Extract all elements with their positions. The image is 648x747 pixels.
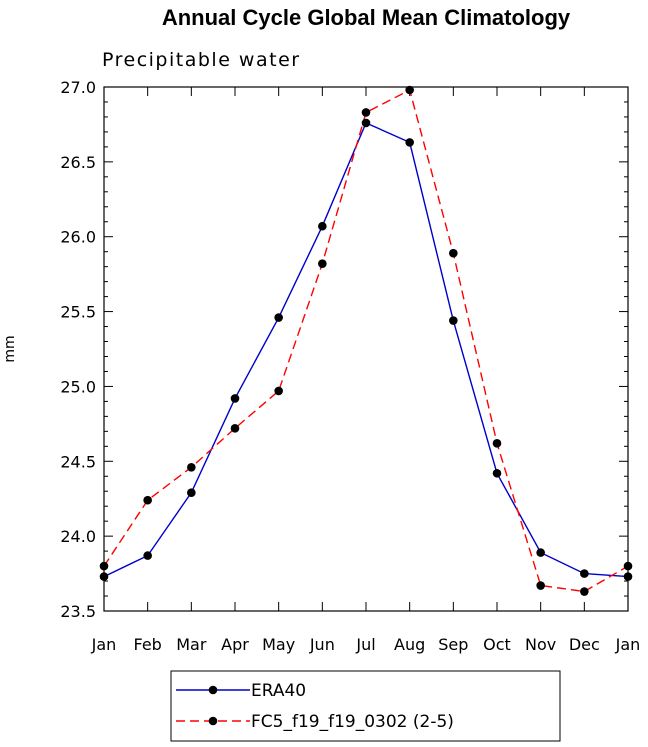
series-lines (103, 88, 629, 593)
y-tick-label: 23.5 (60, 602, 96, 621)
y-tick-label: 24.5 (60, 452, 96, 471)
data-point-1-8 (449, 248, 458, 258)
x-tick-label: Mar (176, 635, 207, 654)
data-point-1-0 (99, 561, 109, 571)
data-point-1-9 (492, 439, 502, 448)
y-tick-label: 25.0 (60, 377, 96, 396)
data-point-1-1 (143, 495, 152, 505)
legend: ERA40 FC5_f19_f19_0302 (2-5) (170, 670, 561, 742)
data-point-0-10 (536, 548, 545, 557)
legend-label-1: FC5_f19_f19_0302 (2-5) (251, 712, 454, 732)
data-point-0-3 (230, 394, 240, 403)
legend-marker-0 (208, 685, 218, 695)
data-point-1-4 (274, 386, 283, 396)
data-point-0-8 (449, 316, 458, 325)
chart-title: Annual Cycle Global Mean Climatology (162, 5, 571, 30)
data-point-0-6 (361, 118, 371, 128)
x-tick-label: Jan (91, 635, 117, 654)
x-tick-label: May (262, 635, 295, 654)
x-tick-label: Feb (134, 635, 162, 654)
data-point-1-6 (361, 108, 371, 117)
data-point-1-3 (230, 424, 240, 433)
x-tick-label: Sep (438, 635, 468, 654)
data-point-0-4 (274, 313, 283, 322)
data-point-0-12 (623, 572, 633, 581)
data-point-1-2 (187, 462, 196, 472)
data-point-1-11 (580, 587, 589, 596)
x-tick-label: Aug (394, 635, 425, 654)
legend-box (170, 670, 561, 742)
data-point-0-11 (580, 569, 589, 578)
axis-ticks: 23.5 24.0 24.5 25.0 25.5 26.0 26.5 27.0 Jan Feb Ma… (60, 78, 640, 654)
data-point-0-0 (99, 572, 109, 581)
series-line-1 (103, 88, 629, 593)
x-tick-label: Jan (615, 635, 641, 654)
data-point-0-1 (143, 551, 152, 560)
chart-subtitle: Precipitable water (102, 49, 301, 71)
data-point-1-7 (405, 85, 414, 95)
y-tick-label: 27.0 (60, 78, 96, 97)
data-point-1-12 (623, 561, 633, 571)
data-point-1-10 (536, 581, 545, 590)
x-tick-label: Jul (355, 635, 375, 654)
y-tick-label: 26.5 (60, 153, 96, 172)
legend-marker-1 (208, 716, 218, 726)
x-tick-label: Apr (221, 635, 249, 654)
plot-frame (103, 86, 629, 612)
x-tick-label: Dec (569, 635, 600, 654)
data-point-0-2 (187, 488, 196, 498)
series-line-0 (103, 121, 629, 578)
series-markers (99, 85, 633, 596)
x-tick-label: Nov (525, 635, 556, 654)
data-point-0-5 (318, 221, 327, 231)
legend-label-0: ERA40 (251, 681, 306, 701)
y-axis-label: mm (2, 335, 18, 362)
data-point-0-7 (405, 138, 414, 147)
data-point-1-5 (318, 259, 327, 268)
y-tick-label: 26.0 (60, 228, 96, 247)
y-tick-label: 25.5 (60, 303, 96, 322)
data-point-0-9 (492, 468, 502, 478)
x-tick-label: Jun (309, 635, 335, 654)
x-tick-label: Oct (483, 635, 511, 654)
y-tick-label: 24.0 (60, 527, 96, 546)
